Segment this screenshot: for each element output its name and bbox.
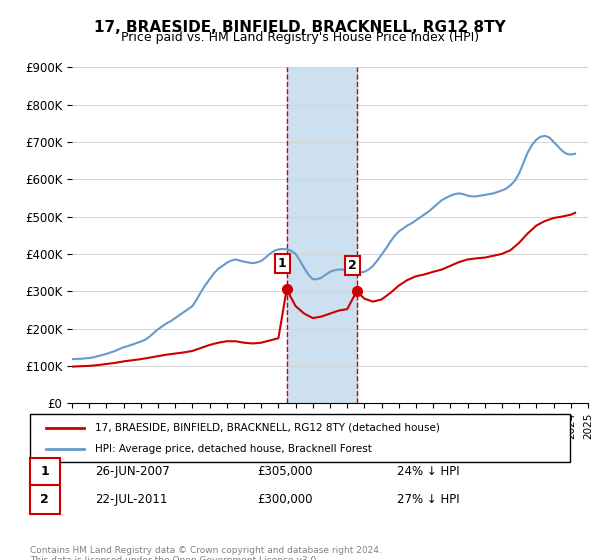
Text: 22-JUL-2011: 22-JUL-2011 xyxy=(95,493,167,506)
Text: £305,000: £305,000 xyxy=(257,465,312,478)
FancyBboxPatch shape xyxy=(30,414,570,462)
Text: £300,000: £300,000 xyxy=(257,493,312,506)
Text: 2: 2 xyxy=(40,493,49,506)
Text: 1: 1 xyxy=(40,465,49,478)
Text: 17, BRAESIDE, BINFIELD, BRACKNELL, RG12 8TY (detached house): 17, BRAESIDE, BINFIELD, BRACKNELL, RG12 … xyxy=(95,423,440,433)
Text: 2: 2 xyxy=(348,259,357,272)
Text: HPI: Average price, detached house, Bracknell Forest: HPI: Average price, detached house, Brac… xyxy=(95,444,371,454)
Text: 26-JUN-2007: 26-JUN-2007 xyxy=(95,465,170,478)
Text: 17, BRAESIDE, BINFIELD, BRACKNELL, RG12 8TY: 17, BRAESIDE, BINFIELD, BRACKNELL, RG12 … xyxy=(94,20,506,35)
Bar xyxy=(287,67,356,403)
Text: Contains HM Land Registry data © Crown copyright and database right 2024.
This d: Contains HM Land Registry data © Crown c… xyxy=(30,546,382,560)
Text: Price paid vs. HM Land Registry's House Price Index (HPI): Price paid vs. HM Land Registry's House … xyxy=(121,31,479,44)
Text: 24% ↓ HPI: 24% ↓ HPI xyxy=(397,465,460,478)
Text: 1: 1 xyxy=(278,257,287,270)
Text: 27% ↓ HPI: 27% ↓ HPI xyxy=(397,493,460,506)
FancyBboxPatch shape xyxy=(30,486,60,514)
FancyBboxPatch shape xyxy=(30,458,60,486)
